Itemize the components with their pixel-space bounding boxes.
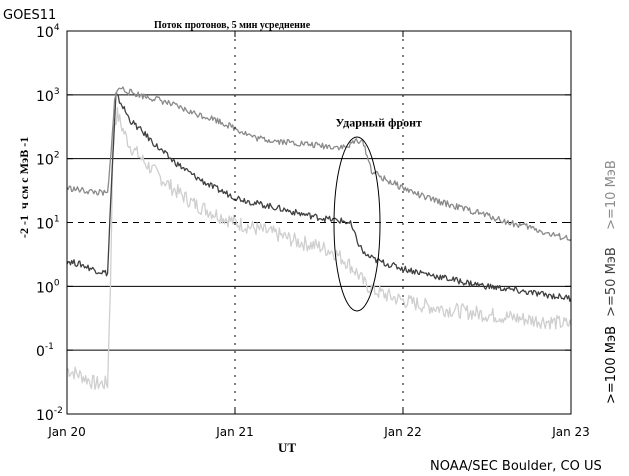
y-tick-label: 101 xyxy=(36,215,60,233)
data-series xyxy=(66,86,572,391)
x-tick-label: Jan 21 xyxy=(215,425,254,439)
y-axis-label: -2 -1 ч см с МэВ -1 xyxy=(17,137,31,238)
shock-front-label: Ударный фронт xyxy=(336,115,422,129)
series-line xyxy=(66,92,572,302)
y-tick-label: 102 xyxy=(36,151,60,169)
legend-entry: >=100 МэВ xyxy=(604,326,619,404)
y-tick-label: 104 xyxy=(36,23,60,41)
x-tick-label: Jan 20 xyxy=(47,425,86,439)
x-axis-label: UT xyxy=(278,440,296,455)
x-tick-label: Jan 22 xyxy=(383,425,422,439)
satellite-label: GOES11 xyxy=(3,8,56,23)
legend: >=10 МэВ >=50 МэВ >=100 МэВ xyxy=(604,160,619,404)
legend-entry: >=50 МэВ xyxy=(604,247,619,317)
series-line xyxy=(66,106,572,391)
chart-title: Поток протонов, 5 мин усреднение xyxy=(154,20,311,31)
y-tick-label: 100 xyxy=(36,278,60,296)
x-tick-label: Jan 23 xyxy=(551,425,590,439)
legend-entry: >=10 МэВ xyxy=(604,160,619,230)
x-axis-ticks: Jan 20 Jan 21 Jan 22 Jan 23 xyxy=(47,31,590,439)
series-line xyxy=(66,86,572,242)
y-axis-ticks: 104 103 102 101 100 0-1 10-2 xyxy=(36,23,571,424)
shock-front-ellipse xyxy=(333,136,381,312)
y-tick-label: 10-2 xyxy=(36,406,63,424)
y-tick-label: 103 xyxy=(36,87,60,105)
credit-label: NOAA/SEC Boulder, CO US xyxy=(430,459,602,474)
y-tick-label: 0-1 xyxy=(36,342,54,360)
